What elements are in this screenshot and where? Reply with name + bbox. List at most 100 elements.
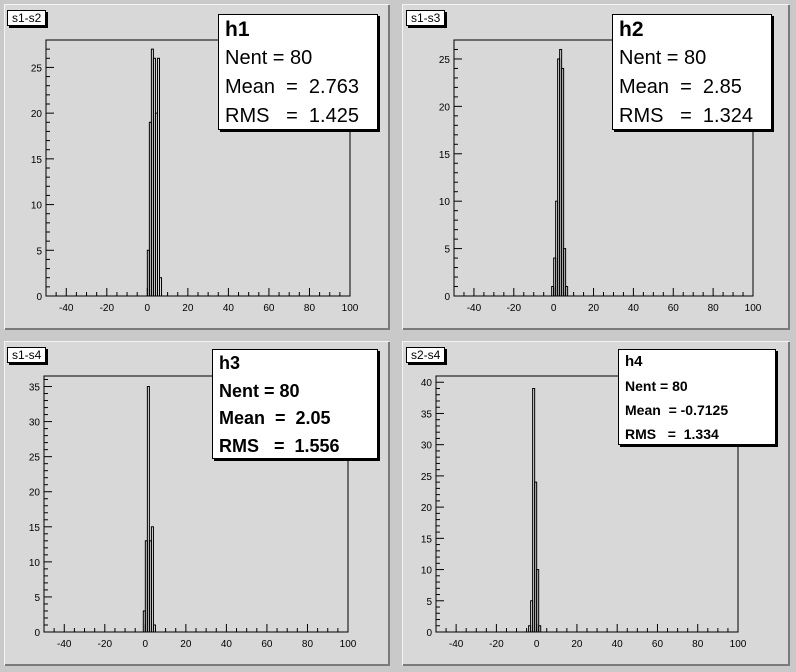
y-tick-label: 0: [426, 628, 432, 639]
histogram-svg: -40 -20 0 20 40 60 80 100 0 5 10 15 20 25 30 35 40: [402, 341, 790, 666]
x-tick-label: 0: [143, 639, 149, 650]
x-tick-label: 40: [221, 639, 233, 650]
y-tick-label: 10: [29, 558, 41, 569]
histogram-bin: [563, 248, 567, 297]
histogram-bin: [561, 67, 565, 297]
x-tick-label: 20: [588, 303, 600, 314]
stats-name: h4: [625, 353, 643, 370]
x-tick-label: 60: [263, 303, 275, 314]
y-tick-label: 25: [31, 63, 43, 74]
x-tick-label: 80: [708, 303, 720, 314]
y-tick-label: 15: [439, 150, 451, 161]
stats-name: h3: [219, 353, 241, 373]
histogram-bins: [142, 386, 156, 633]
stats-mean: Mean = 2.05: [219, 408, 331, 428]
stats-entries: Nent = 80: [225, 47, 313, 69]
stats-box: h2 Nent = 80 Mean = 2.85 RMS = 1.324: [612, 14, 772, 130]
stats-box: h4 Nent = 80 Mean = -0.7125 RMS = 1.334: [618, 349, 776, 445]
histogram-bin: [538, 625, 542, 633]
histogram-bin: [536, 569, 540, 633]
y-tick-label: 20: [29, 488, 41, 499]
y-tick-label: 30: [421, 441, 433, 452]
y-tick-label: 20: [421, 503, 433, 514]
y-tick-label: 40: [421, 378, 433, 389]
x-tick-label: 20: [182, 303, 194, 314]
y-tick-label: 20: [31, 109, 43, 120]
x-tick-label: 20: [180, 639, 192, 650]
x-tick-label: -20: [100, 303, 115, 314]
stats-entries: Nent = 80: [625, 378, 688, 394]
stats-name: h1: [225, 18, 250, 41]
y-tick-label: 15: [29, 523, 41, 534]
y-tick-label: 0: [34, 628, 40, 639]
y-tick-label: 30: [29, 418, 41, 429]
x-tick-label: 0: [145, 303, 151, 314]
x-tick-label: 100: [342, 303, 359, 314]
histogram-title: s1-s2: [7, 10, 47, 26]
pad-s1-s2[interactable]: -40 -20 0 20 40 60 80 100 0 5 10 15 20 25 s1-s2 h1 Nent …: [4, 4, 390, 330]
histogram-bins: [551, 48, 569, 297]
x-tick-label: 40: [223, 303, 235, 314]
histogram-bin: [152, 624, 156, 633]
x-tick-label: -40: [449, 639, 464, 650]
stats-rms: RMS = 1.324: [619, 105, 753, 127]
x-tick-label: 60: [668, 303, 680, 314]
y-tick-label: 5: [36, 246, 42, 257]
y-tick-label: 15: [421, 534, 433, 545]
stats-entries: Nent = 80: [619, 47, 707, 69]
histogram-bin: [565, 286, 569, 297]
pad-s2-s4[interactable]: -40 -20 0 20 40 60 80 100 0 5 10 15 20 25 30 35 40 s2-s4 h…: [402, 341, 790, 666]
x-tick-label: 100: [340, 639, 357, 650]
x-tick-label: 80: [302, 639, 314, 650]
y-tick-label: 10: [421, 566, 433, 577]
stats-box: h3 Nent = 80 Mean = 2.05 RMS = 1.556: [212, 349, 378, 459]
stats-box: h1 Nent = 80 Mean = 2.763 RMS = 1.425: [218, 14, 378, 130]
y-tick-label: 25: [29, 453, 41, 464]
x-tick-label: -20: [507, 303, 522, 314]
y-tick-label: 0: [36, 292, 42, 303]
pad-s1-s3[interactable]: -40 -20 0 20 40 60 80 100 0 5 10 15 20 25 s1-s3 h2 Nent …: [402, 4, 790, 330]
x-tick-label: 20: [571, 639, 583, 650]
x-tick-label: 40: [612, 639, 624, 650]
x-tick-label: 100: [745, 303, 762, 314]
histogram-bin: [158, 277, 163, 297]
x-tick-label: 100: [730, 639, 747, 650]
stats-name: h2: [619, 18, 644, 41]
stats-mean: Mean = 2.763: [225, 76, 359, 98]
y-tick-label: 35: [421, 409, 433, 420]
stats-rms: RMS = 1.334: [625, 426, 719, 442]
x-tick-label: -40: [57, 639, 72, 650]
y-tick-label: 10: [31, 201, 43, 212]
x-tick-label: -40: [59, 303, 74, 314]
x-tick-label: -20: [98, 639, 113, 650]
stats-mean: Mean = 2.85: [619, 76, 742, 98]
x-tick-label: 40: [628, 303, 640, 314]
pad-s1-s4[interactable]: -40 -20 0 20 40 60 80 100 0 5 10 15 20 25 30 35 s1-s4 h3 N…: [4, 341, 390, 666]
x-tick-label: 0: [551, 303, 557, 314]
y-tick-label: 0: [444, 292, 450, 303]
stats-rms: RMS = 1.425: [225, 105, 359, 127]
y-tick-label: 25: [439, 55, 451, 66]
x-tick-label: 60: [652, 639, 664, 650]
y-tick-label: 20: [439, 102, 451, 113]
histogram-bin: [156, 57, 160, 297]
x-tick-label: -40: [467, 303, 482, 314]
y-tick-label: 5: [34, 593, 40, 604]
histogram-bin: [534, 481, 538, 633]
y-tick-label: 5: [444, 245, 450, 256]
x-tick-label: 80: [692, 639, 704, 650]
y-tick-label: 25: [421, 472, 433, 483]
y-tick-label: 15: [31, 155, 43, 166]
x-tick-label: 0: [534, 639, 540, 650]
histogram-title: s1-s3: [406, 10, 446, 26]
x-tick-label: 60: [261, 639, 273, 650]
histogram-bins: [528, 387, 542, 633]
histogram-title: s2-s4: [406, 347, 446, 363]
histogram-bin: [146, 386, 150, 633]
histogram-bins: [146, 48, 163, 297]
stats-entries: Nent = 80: [219, 380, 300, 401]
histogram-bin: [150, 526, 154, 633]
histogram-title: s1-s4: [7, 347, 47, 363]
x-tick-label: -20: [489, 639, 504, 650]
y-tick-label: 5: [426, 597, 432, 608]
